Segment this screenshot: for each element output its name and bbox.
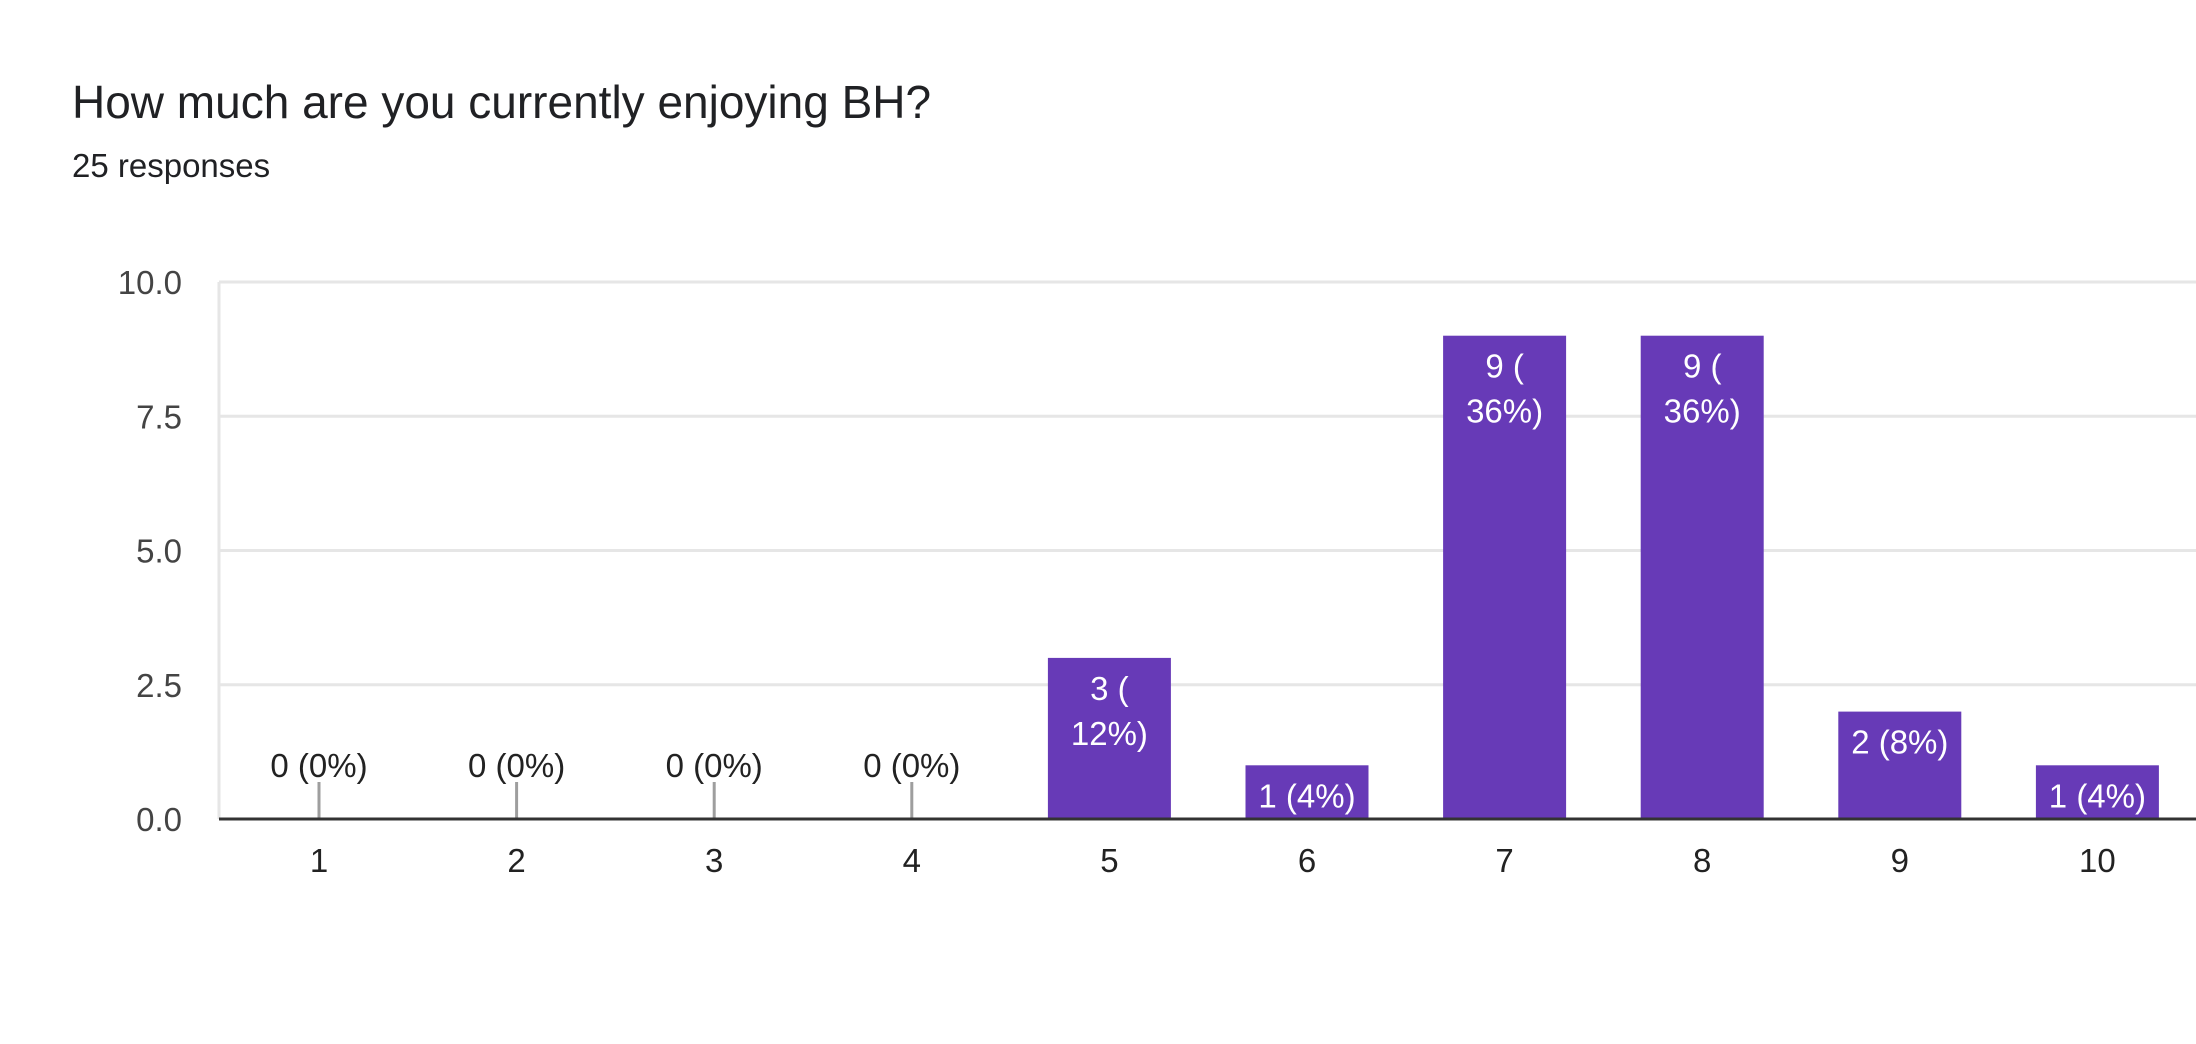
response-count: 25 responses [72, 147, 271, 184]
x-tick-label: 4 [903, 842, 921, 879]
data-label: 12%) [1071, 715, 1148, 752]
y-tick-label: 2.5 [136, 667, 182, 704]
x-tick-label: 7 [1495, 842, 1513, 879]
x-tick-label: 3 [705, 842, 723, 879]
data-label: 3 ( [1090, 670, 1129, 707]
x-tick-label: 10 [2079, 842, 2116, 879]
data-label: 0 (0%) [863, 747, 960, 784]
bar [2035, 765, 2159, 819]
bar [1245, 765, 1369, 819]
y-tick-label: 5.0 [136, 533, 182, 570]
bar [1838, 711, 1962, 819]
y-tick-label: 7.5 [136, 398, 182, 435]
data-label: 0 (0%) [270, 747, 367, 784]
x-tick-label: 8 [1693, 842, 1711, 879]
x-tick-label: 5 [1100, 842, 1118, 879]
data-label: 0 (0%) [666, 747, 763, 784]
bar [1640, 335, 1764, 819]
data-label: 1 (4%) [2049, 777, 2146, 814]
y-tick-label: 10.0 [118, 264, 182, 301]
bar [1047, 657, 1171, 819]
x-tick-label: 1 [310, 842, 328, 879]
data-label: 36%) [1466, 393, 1543, 430]
data-label: 9 ( [1683, 348, 1722, 385]
data-label: 0 (0%) [468, 747, 565, 784]
x-tick-label: 9 [1891, 842, 1909, 879]
data-label: 1 (4%) [1258, 777, 1355, 814]
x-tick-label: 6 [1298, 842, 1316, 879]
x-tick-label: 2 [507, 842, 525, 879]
data-label: 36%) [1664, 393, 1741, 430]
y-tick-label: 0.0 [136, 801, 182, 838]
bar [1443, 335, 1567, 819]
data-label: 2 (8%) [1851, 724, 1948, 761]
data-label: 9 ( [1485, 348, 1524, 385]
chart-title: How much are you currently enjoying BH? [72, 76, 932, 128]
